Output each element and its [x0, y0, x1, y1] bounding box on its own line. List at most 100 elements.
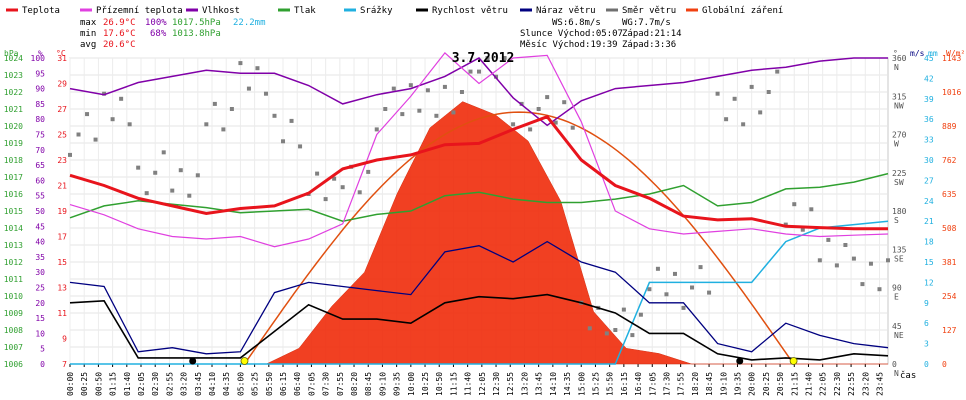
x-tick-label-19: 07:55: [336, 372, 345, 396]
stat-min-temp: 17.6°C: [103, 29, 136, 39]
stat-min-hum: 68%: [150, 29, 167, 39]
x-tick-label-39: 16:15: [620, 372, 629, 396]
pct-tick-10: 50: [35, 207, 45, 216]
sun-set-info: Západ:21:14: [622, 29, 682, 39]
x-tick-label-3: 01:15: [109, 372, 118, 396]
pct-tick-14: 30: [35, 268, 45, 277]
wind-dir-point-22-1: [826, 237, 831, 242]
dir-label-0: N: [894, 63, 899, 72]
x-tick-label-11: 04:35: [222, 372, 231, 396]
wind-dir-point-17-1: [655, 266, 660, 271]
x-tick-label-38: 15:50: [606, 372, 615, 396]
x-tick-label-17: 07:05: [307, 372, 316, 396]
wind-dir-point-20-1: [758, 110, 763, 115]
dir-label-5: SE: [894, 254, 904, 263]
wind-dir-point-6-1: [281, 139, 286, 144]
pct-tick-6: 70: [35, 146, 45, 155]
mm-tick-9: 18: [924, 238, 934, 247]
wind-dir-point-0-1: [76, 132, 81, 137]
mm-tick-6: 27: [924, 176, 934, 185]
x-tick-label-44: 18:20: [691, 372, 700, 396]
wind-dir-point-0-2: [85, 112, 90, 117]
dir-tick-4: 180: [892, 207, 907, 216]
wind-dir-point-16-3: [638, 312, 643, 317]
hpa-tick-6: 1018: [4, 156, 23, 165]
x-tick-label-53: 22:05: [819, 372, 828, 396]
legend-label-6: Náraz větru: [536, 6, 596, 16]
mm-tick-4: 33: [924, 136, 934, 145]
wind-dir-point-22-3: [843, 243, 848, 247]
wind-dir-point-21-3: [809, 207, 814, 212]
x-tick-label-35: 14:35: [563, 372, 572, 396]
mm-tick-15: 0: [924, 360, 929, 369]
wind-dir-point-9-1: [383, 107, 388, 111]
wind-dir-point-9-0: [374, 127, 379, 132]
pct-tick-15: 25: [35, 284, 45, 293]
wind-dir-point-18-0: [681, 305, 686, 310]
wind-dir-point-11-0: [442, 84, 447, 89]
legend-label-4: Srážky: [360, 6, 393, 16]
x-tick-label-50: 20:50: [776, 372, 785, 396]
wind-dir-point-0-3: [93, 137, 98, 142]
pct-tick-12: 40: [35, 238, 45, 247]
wm-tick-1: 1016: [942, 88, 961, 97]
hpa-tick-15: 1009: [4, 309, 23, 318]
x-tick-label-15: 06:15: [279, 372, 288, 396]
pct-tick-11: 45: [35, 222, 45, 231]
sun-set-marker: [789, 357, 798, 365]
x-tick-label-41: 17:05: [648, 372, 657, 396]
wind-dir-point-12-3: [502, 56, 507, 60]
moon-set-info: Západ:3:36: [622, 40, 676, 50]
x-axis-label: čas: [900, 370, 916, 381]
x-tick-label-24: 10:00: [407, 372, 416, 396]
x-tick-label-30: 12:30: [492, 372, 501, 396]
c-tick-1: 29: [57, 80, 67, 89]
dir-tick-5: 135: [892, 245, 907, 254]
wm-tick-5: 508: [942, 224, 957, 233]
dir-label-7: NE: [894, 331, 904, 340]
x-tick-label-27: 11:15: [449, 372, 458, 396]
wind-dir-point-13-0: [511, 122, 516, 127]
dir-label-8: N: [894, 369, 899, 378]
wind-dir-point-10-0: [408, 83, 413, 88]
wind-dir-point-2-2: [153, 170, 158, 175]
mm-tick-11: 12: [924, 278, 934, 287]
wind-dir-point-7-3: [332, 176, 337, 181]
x-tick-label-29: 12:05: [478, 372, 487, 396]
moon-rise-marker: [736, 357, 744, 365]
x-tick-label-47: 19:35: [733, 372, 742, 396]
wind-dir-point-18-3: [707, 290, 712, 295]
wm-tick-6: 381: [942, 258, 957, 267]
wind-dir-point-12-0: [477, 69, 481, 74]
x-tick-label-18: 07:30: [322, 372, 331, 396]
stat-avg-temp: 20.6°C: [103, 40, 136, 50]
chart-title: 3.7.2012: [452, 51, 515, 66]
mm-tick-1: 42: [924, 74, 934, 83]
x-tick-label-25: 10:25: [421, 372, 430, 396]
stat-max-press: 1017.5hPa: [172, 18, 221, 28]
legend-label-0: Teplota: [22, 6, 60, 16]
wind-dir-point-10-1: [417, 108, 422, 113]
wind-dir-point-1-3: [127, 122, 132, 127]
x-tick-label-21: 08:45: [364, 372, 373, 396]
sun-rise-marker: [240, 357, 249, 365]
stat-min-press: 1013.8hPa: [172, 29, 221, 39]
wind-dir-point-5-2: [255, 66, 260, 71]
wind-dir-point-16-1: [621, 307, 626, 312]
dir-label-2: W: [894, 140, 899, 149]
x-tick-label-13: 05:25: [251, 372, 260, 396]
wind-dir-point-11-3: [468, 69, 473, 74]
dir-tick-2: 270: [892, 131, 907, 140]
x-tick-label-12: 05:00: [236, 372, 245, 396]
legend-label-3: Tlak: [294, 6, 316, 16]
x-tick-label-49: 20:25: [762, 372, 771, 396]
wind-dir-point-5-0: [238, 61, 243, 66]
wind-dir-point-12-1: [485, 56, 490, 60]
c-unit: °C: [56, 49, 66, 58]
wind-dir-point-24-0: [886, 258, 890, 263]
wind-dir-point-14-3: [570, 125, 575, 130]
ms-unit: m/s: [910, 49, 925, 58]
x-tick-label-34: 14:10: [549, 372, 558, 396]
mm-tick-5: 30: [924, 156, 934, 165]
wind-gust-info: WG:7.7m/s: [622, 18, 671, 28]
